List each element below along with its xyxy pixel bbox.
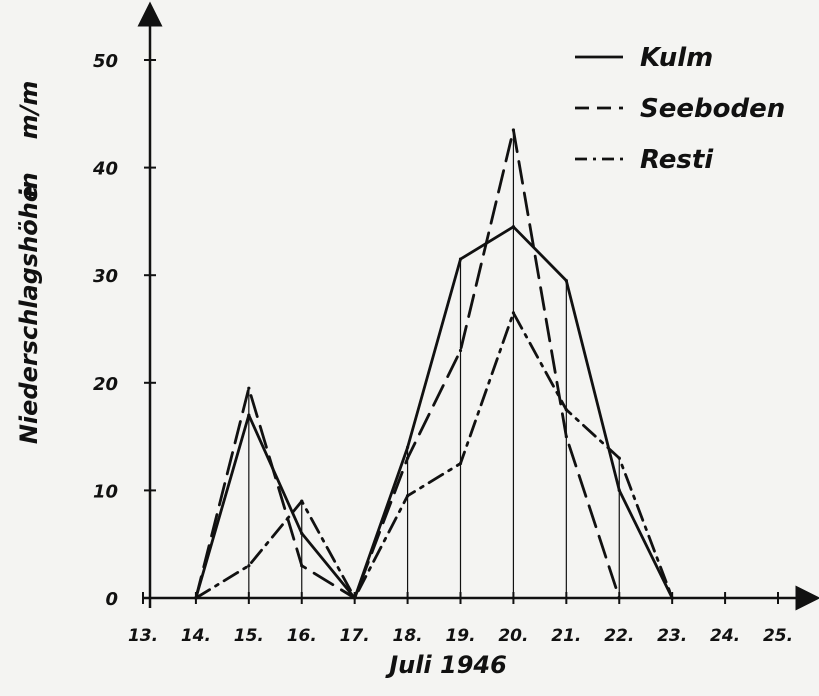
- data-point-seeboden: [247, 386, 251, 390]
- x-tick-label: 14.: [181, 626, 211, 646]
- y-tick-label: 40: [92, 159, 118, 180]
- x-tick-label: 23.: [657, 626, 687, 646]
- data-point-resti: [405, 494, 410, 498]
- data-point-resti: [511, 311, 516, 315]
- y-tick-label: 20: [93, 374, 118, 395]
- x-axis-title: Juli 1946: [385, 651, 507, 679]
- legend-label-kulm: Kulm: [640, 43, 713, 73]
- legend: Kulm Seeboden Resti: [575, 43, 785, 175]
- y-tick-label: 30: [93, 266, 118, 287]
- x-tick-label: 17.: [340, 626, 370, 646]
- data-point-kulm: [405, 445, 410, 449]
- ticks-layer: 0 10 20 30 40 50 13. 14. 15. 16. 17. 18. 19. 20. 21. 22…: [92, 51, 793, 646]
- x-tick-label: 25.: [763, 626, 793, 646]
- y-tick-label: 10: [93, 481, 118, 502]
- data-point-kulm: [564, 278, 568, 283]
- data-point-resti: [300, 499, 304, 503]
- legend-label-resti: Resti: [640, 145, 714, 175]
- data-point-resti: [353, 596, 357, 600]
- x-tick-label: 16.: [287, 626, 317, 646]
- y-axis-title-in: in: [15, 172, 43, 197]
- x-tick-label: 20.: [498, 626, 528, 646]
- x-tick-label: 24.: [710, 626, 740, 646]
- data-point-kulm: [300, 531, 304, 536]
- axes-layer: [137, 1, 819, 611]
- data-point-seeboden: [300, 564, 304, 568]
- data-point-resti: [564, 408, 568, 412]
- x-tick-label: 19.: [445, 626, 475, 646]
- x-tick-label: 13.: [128, 626, 158, 646]
- y-tick-label: 0: [105, 589, 118, 610]
- data-point-seeboden: [564, 435, 568, 439]
- y-axis-title: Niederschlagshöhe: [15, 186, 43, 444]
- data-point-resti: [458, 461, 463, 466]
- data-point-resti: [670, 596, 674, 600]
- series-line-resti: [194, 311, 674, 600]
- series-layer: [194, 128, 674, 600]
- data-point-resti: [194, 596, 198, 600]
- axis-labels-layer: Juli 1946 Niederschlagshöhe in m/m: [15, 81, 507, 679]
- data-point-resti: [617, 456, 621, 460]
- data-point-kulm: [617, 488, 621, 492]
- x-tick-label: 22.: [604, 626, 634, 646]
- drop-lines-layer: [248, 129, 620, 598]
- data-point-seeboden: [511, 128, 516, 132]
- x-tick-label: 15.: [234, 626, 264, 646]
- data-point-kulm: [511, 225, 516, 229]
- data-point-seeboden: [617, 596, 621, 600]
- y-tick-label: 50: [93, 51, 118, 72]
- data-point-seeboden: [458, 348, 463, 353]
- data-point-kulm: [247, 413, 251, 417]
- x-tick-label: 18.: [393, 626, 423, 646]
- y-axis-unit: m/m: [15, 81, 43, 140]
- data-point-seeboden: [405, 456, 410, 460]
- x-tick-label: 21.: [551, 626, 581, 646]
- data-point-kulm: [458, 257, 463, 261]
- data-point-resti: [247, 564, 251, 568]
- legend-label-seeboden: Seeboden: [640, 94, 785, 124]
